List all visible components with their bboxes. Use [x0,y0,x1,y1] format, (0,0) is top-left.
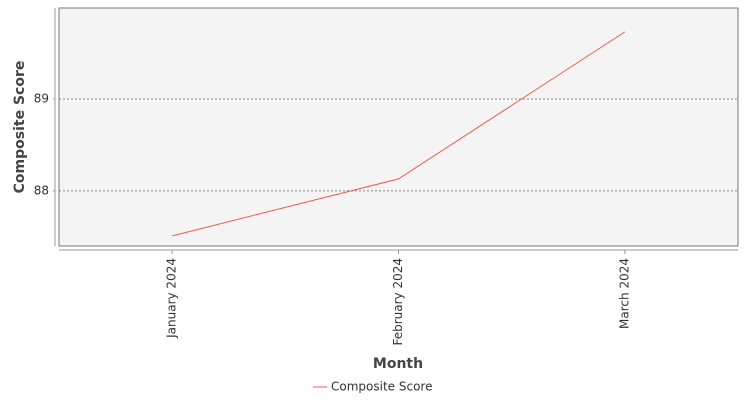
y-axis-title: Composite Score [12,61,28,194]
plot-area [58,7,739,247]
x-axis-title: Month [373,356,423,372]
x-tick-label: January 2024 [165,258,179,339]
x-tick-label: March 2024 [617,258,631,329]
line [172,31,626,237]
y-tick-label: 88 [34,183,49,197]
y-tick-label: 89 [34,91,49,105]
legend-label: Composite Score [331,380,432,394]
x-tick-label: February 2024 [391,258,405,346]
